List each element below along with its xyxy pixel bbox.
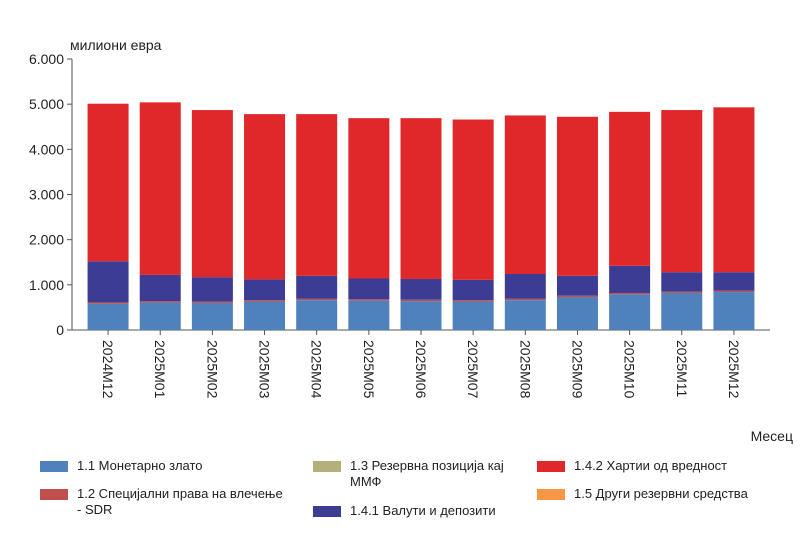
x-tick-label: 2025M09 xyxy=(569,340,585,399)
bar-segment xyxy=(609,292,651,295)
bar-segment xyxy=(556,275,598,296)
x-tick-label: 2025M08 xyxy=(517,340,533,399)
y-tick-label: 4.000 xyxy=(29,141,64,157)
bar-segment xyxy=(348,118,390,279)
legend-label-imf-position: 1.3 Резервна позиција кај ММФ xyxy=(350,458,504,489)
x-tick-label: 2025M10 xyxy=(622,340,638,399)
x-tick-label: 2025M06 xyxy=(413,340,429,399)
bar-segment xyxy=(452,119,494,280)
legend-swatch-other-reserve-assets xyxy=(537,489,565,500)
x-tick-label: 2025M12 xyxy=(726,340,742,399)
bar-segment xyxy=(244,300,286,302)
bar-segment xyxy=(244,114,286,280)
legend-item-imf-position: 1.3 Резервна позиција кај ММФ xyxy=(313,458,504,490)
bar-segment xyxy=(556,295,598,298)
x-tick-label: 2025M11 xyxy=(674,340,690,398)
legend-swatch-securities xyxy=(537,461,565,472)
x-axis-label: Месец xyxy=(751,428,793,444)
bar-segment xyxy=(296,298,338,301)
legend-item-securities: 1.4.2 Хартии од вредност xyxy=(537,458,727,474)
legend-swatch-sdr xyxy=(40,489,68,500)
y-tick-label: 2.000 xyxy=(29,232,64,248)
bar-segment xyxy=(504,115,546,274)
bar-segment xyxy=(504,300,546,330)
bar-segment xyxy=(191,301,233,303)
legend-item-monetary-gold: 1.1 Монетарно злато xyxy=(40,458,203,474)
bar-segment xyxy=(191,110,233,278)
bar-segment xyxy=(348,300,390,330)
bar-segment xyxy=(296,114,338,276)
bar-segment xyxy=(139,274,181,302)
legend-label-sdr: 1.2 Специјални права на влечење - SDR xyxy=(77,486,283,517)
bar-segment xyxy=(191,302,233,330)
bar-segment xyxy=(452,300,494,302)
bar-segment xyxy=(87,261,129,303)
bar-segment xyxy=(244,279,286,301)
bar-segment xyxy=(139,102,181,275)
bar-segment xyxy=(87,303,129,330)
bar-segment xyxy=(661,110,703,273)
y-tick-label: 1.000 xyxy=(29,277,64,293)
legend-label-other-reserve-assets: 1.5 Други резервни средства xyxy=(574,486,748,501)
y-tick-label: 5.000 xyxy=(29,96,64,112)
x-tick-label: 2025M01 xyxy=(152,340,168,399)
bar-segment xyxy=(713,292,755,330)
legend-label-currency-deposits: 1.4.1 Валути и депозити xyxy=(350,503,496,518)
legend-swatch-monetary-gold xyxy=(40,461,68,472)
stacked-bar-chart: милиони евра 0 1.000 2.000 3.000 4.000 5.000 6.… xyxy=(29,37,793,444)
bar-segment xyxy=(400,278,442,300)
bar-segment xyxy=(296,300,338,330)
bar-segment xyxy=(400,299,442,302)
y-tick-label: 0 xyxy=(56,322,64,338)
bar-segment xyxy=(139,301,181,303)
bar-segment xyxy=(713,272,755,291)
y-tick-label: 6.000 xyxy=(29,51,64,67)
bar-segment xyxy=(609,294,651,330)
bar-segment xyxy=(556,116,598,276)
legend-label-monetary-gold: 1.1 Монетарно злато xyxy=(77,458,203,473)
x-tick-label: 2025M04 xyxy=(309,340,325,399)
legend-label-securities: 1.4.2 Хартии од вредност xyxy=(574,458,728,473)
x-tick-label: 2025M05 xyxy=(361,340,377,399)
bar-segment xyxy=(296,275,338,299)
bar-segment xyxy=(661,292,703,330)
bar-segment xyxy=(87,103,129,262)
bar-segment xyxy=(661,291,703,293)
x-tick-label: 2025M03 xyxy=(257,340,273,399)
bar-segment xyxy=(661,272,703,292)
bar-segment xyxy=(191,277,233,302)
bar-segment xyxy=(556,297,598,330)
legend-item-sdr: 1.2 Специјални права на влечење - SDR xyxy=(40,486,283,518)
bar-segment xyxy=(348,278,390,300)
legend-item-currency-deposits: 1.4.1 Валути и депозити xyxy=(313,503,496,519)
bar-segment xyxy=(713,107,755,273)
bar-segment xyxy=(609,111,651,266)
bar-segment xyxy=(713,290,755,293)
bar-segment xyxy=(400,301,442,330)
x-tick-label: 2025M02 xyxy=(204,340,220,399)
bar-segment xyxy=(400,118,442,279)
bar-segment xyxy=(139,302,181,330)
bar-segment xyxy=(609,265,651,293)
bar-segment xyxy=(504,298,546,301)
legend-swatch-currency-deposits xyxy=(313,506,341,517)
y-tick-label: 3.000 xyxy=(29,187,64,203)
bar-segment xyxy=(348,299,390,301)
x-tick-label: 2024M12 xyxy=(100,340,116,399)
bar-segment xyxy=(452,279,494,301)
bar-segment xyxy=(87,302,129,304)
bar-segment xyxy=(452,301,494,330)
y-axis-label: милиони евра xyxy=(70,37,162,53)
bar-segment xyxy=(504,273,546,299)
legend-item-other-reserve-assets: 1.5 Други резервни средства xyxy=(537,486,748,502)
chart-legend: 1.1 Монетарно злато 1.2 Специјални права… xyxy=(0,450,800,533)
legend-swatch-imf-position xyxy=(313,461,341,472)
bar-segment xyxy=(244,301,286,330)
x-tick-label: 2025M07 xyxy=(465,340,481,399)
